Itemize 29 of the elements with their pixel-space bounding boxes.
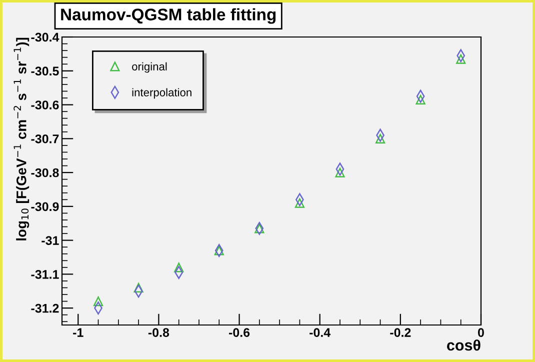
y-tick-label: -30.8	[31, 168, 59, 178]
point	[254, 224, 264, 234]
y-tick-label: -31	[42, 236, 59, 245]
point	[335, 168, 345, 178]
text: log$_{10}$ [F(GeV$^{−1}$ cm$^{−2}$ s$^{−1}$ sr$^{−1}$)]	[14, 38, 30, 240]
point	[416, 94, 426, 104]
x-tick-label: 0	[478, 328, 484, 337]
y-tick-label: -31.2	[31, 304, 59, 313]
point	[134, 282, 144, 293]
y-tick-label: -30.9	[31, 202, 59, 212]
y-tick-label: -30.4	[31, 32, 60, 42]
y-tick-label: -30.6	[31, 100, 59, 110]
point	[174, 262, 184, 272]
y-tick-label: -30.7	[31, 134, 59, 144]
x-tick-label: -0.4	[310, 328, 331, 337]
x-tick-label: -0.6	[228, 328, 250, 337]
x-tick-label: -1	[73, 328, 84, 337]
legend-label: original	[132, 62, 167, 73]
x-axis-title: cosθ	[447, 339, 480, 351]
x-tick-label: -0.2	[390, 328, 411, 337]
point	[456, 54, 466, 64]
legend-label: interpolation	[132, 88, 192, 99]
point	[375, 134, 386, 144]
y-tick-label: -30.5	[31, 66, 59, 76]
y-tick-label: -31.1	[31, 270, 59, 279]
x-tick-label: -0.8	[148, 328, 170, 337]
chart-title: Naumov-QGSM table fitting	[61, 8, 276, 24]
point	[93, 296, 104, 306]
point	[294, 198, 304, 208]
